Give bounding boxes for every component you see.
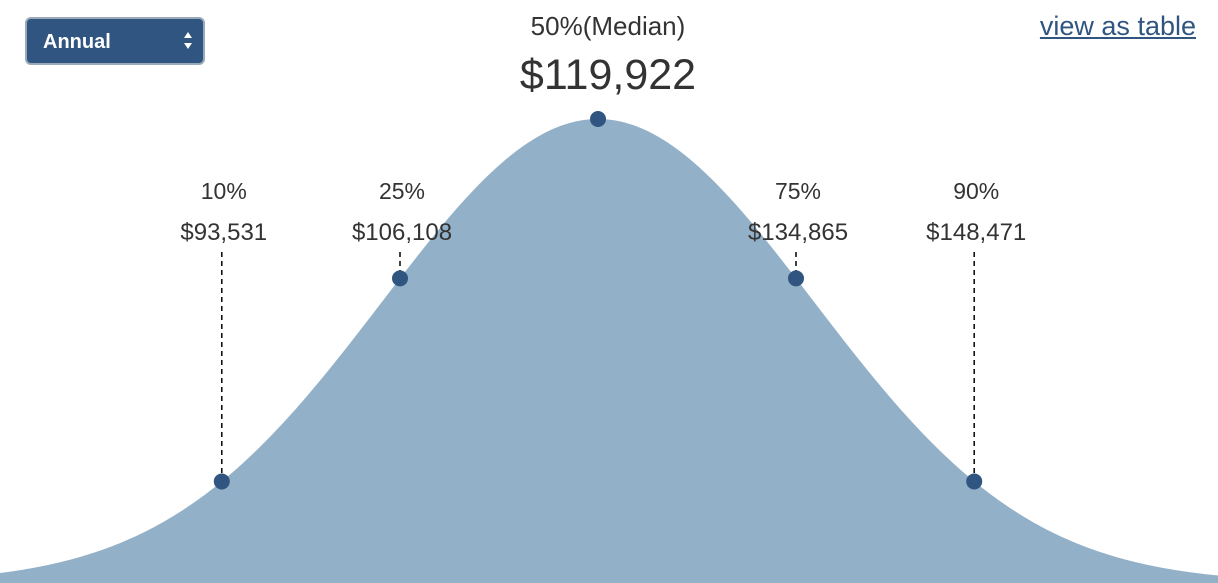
percentile-label-75: 75% bbox=[775, 178, 821, 204]
percentile-label-10: 10% bbox=[201, 178, 247, 204]
median-percentile-label: 50%(Median) bbox=[531, 11, 686, 41]
median-value-label: $119,922 bbox=[520, 51, 696, 99]
select-arrows-icon bbox=[184, 32, 192, 49]
percentile-label-90: 90% bbox=[953, 178, 999, 204]
percentile-marker-75[interactable] bbox=[788, 270, 804, 287]
percentile-markers: 10% $93,531 25% $106,108 50%(Median) $119,922… bbox=[180, 11, 1026, 490]
distribution-curve bbox=[0, 119, 1218, 583]
percentile-value-25: $106,108 bbox=[352, 219, 452, 246]
percentile-value-75: $134,865 bbox=[748, 219, 848, 246]
percentile-label-25: 25% bbox=[379, 178, 425, 204]
percentile-value-10: $93,531 bbox=[180, 219, 267, 246]
percentile-marker-10[interactable] bbox=[213, 473, 230, 490]
percentile-marker-25[interactable] bbox=[392, 270, 408, 287]
percentile-value-90: $148,471 bbox=[926, 219, 1026, 246]
period-select-value: Annual bbox=[43, 31, 111, 53]
percentile-marker-90[interactable] bbox=[966, 473, 983, 490]
percentile-marker-50[interactable] bbox=[590, 111, 606, 127]
view-as-table-link[interactable]: view as table bbox=[1039, 11, 1196, 41]
period-select[interactable]: Annual bbox=[25, 17, 205, 65]
